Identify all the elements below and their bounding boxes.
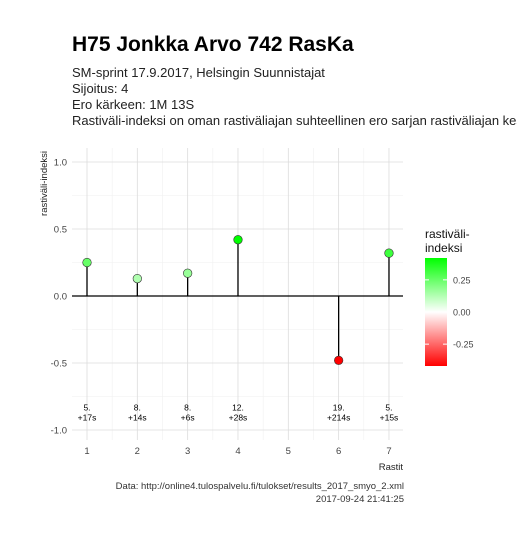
legend-title: indeksi	[425, 241, 462, 255]
y-axis-title: rastiväli-indeksi	[39, 151, 50, 216]
legend-colorbar	[425, 258, 447, 366]
subtitle-placement: Sijoitus: 4	[72, 81, 129, 96]
rank-label: 8.	[134, 403, 141, 413]
legend-tick-label: 0.00	[453, 308, 471, 318]
data-point	[183, 268, 193, 278]
timestamp-caption: 2017-09-24 21:41:25	[315, 494, 404, 505]
rank-label: 5.	[83, 403, 90, 413]
time-diff-label: +6s	[181, 413, 195, 423]
data-point	[334, 355, 344, 365]
time-diff-label: +14s	[128, 413, 147, 423]
time-diff-label: +17s	[78, 413, 97, 423]
x-tick-label: 2	[135, 446, 140, 457]
y-tick-label: 0.0	[54, 292, 67, 303]
data-point	[233, 235, 243, 245]
time-diff-label: +28s	[229, 413, 248, 423]
time-diff-label: +214s	[327, 413, 350, 423]
x-tick-label: 1	[84, 446, 89, 457]
rank-label: 12.	[232, 403, 244, 413]
chart-title: H75 Jonkka Arvo 742 RasKa	[72, 33, 354, 56]
rank-label: 5.	[385, 403, 392, 413]
x-axis-title: Rastit	[379, 462, 404, 473]
legend-title: rastiväli-	[425, 227, 470, 241]
x-tick-label: 4	[235, 446, 240, 457]
legend-tick-label: 0.25	[453, 275, 471, 285]
data-point	[82, 257, 92, 268]
subtitle-gap: Ero kärkeen: 1M 13S	[72, 97, 195, 112]
data-point	[384, 248, 394, 258]
x-tick-label: 6	[336, 446, 341, 457]
subtitle-description: Rastiväli-indeksi on oman rastiväliajan …	[72, 113, 517, 128]
data-source-caption: Data: http://online4.tulospalvelu.fi/tul…	[115, 481, 404, 492]
x-tick-label: 3	[185, 446, 190, 457]
x-tick-label: 5	[286, 446, 291, 457]
legend-tick-label: -0.25	[453, 340, 474, 350]
y-tick-label: -1.0	[51, 426, 67, 437]
subtitle-event: SM-sprint 17.9.2017, Helsingin Suunnista…	[72, 65, 325, 80]
data-point	[132, 273, 142, 284]
y-tick-label: 1.0	[54, 158, 67, 169]
time-diff-label: +15s	[380, 413, 399, 423]
rank-label: 8.	[184, 403, 191, 413]
y-tick-label: -0.5	[51, 359, 67, 370]
x-tick-label: 7	[386, 446, 391, 457]
rank-label: 19.	[333, 403, 345, 413]
y-tick-label: 0.5	[54, 225, 67, 236]
